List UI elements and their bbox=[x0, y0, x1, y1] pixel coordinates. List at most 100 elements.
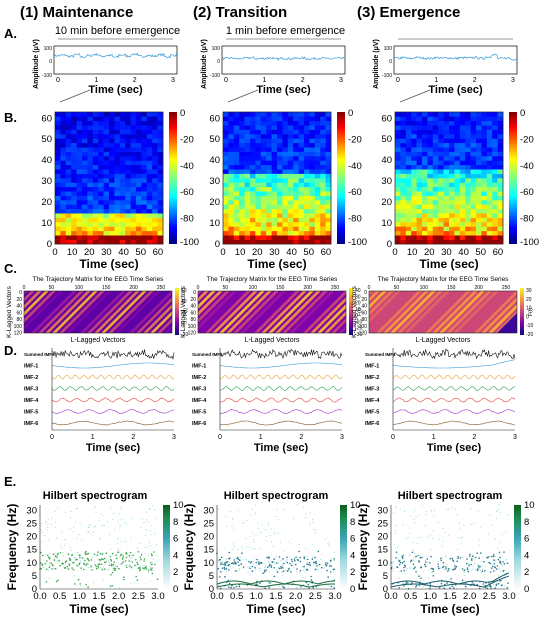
spectrogram-cell bbox=[405, 116, 412, 122]
spectrogram-cell bbox=[411, 138, 417, 144]
spectrogram-cell bbox=[486, 222, 493, 227]
hilbert-point bbox=[271, 541, 273, 543]
spectrogram-cell bbox=[146, 120, 153, 126]
e-xlabel-3: Time (sec) bbox=[420, 602, 479, 616]
hilbert-point bbox=[117, 520, 119, 522]
spectrogram-cell bbox=[476, 182, 482, 188]
spectrogram-cell bbox=[76, 112, 83, 117]
epoch-label-1: 10 min before emergence bbox=[55, 25, 180, 37]
spectrogram-cell bbox=[157, 200, 164, 205]
spectrogram-cell bbox=[395, 164, 401, 170]
spectrogram-cell bbox=[114, 164, 121, 170]
spectrogram-cell bbox=[141, 239, 148, 245]
spectrogram-cell bbox=[304, 147, 310, 152]
spectrogram-cell bbox=[114, 156, 121, 161]
spectrogram-cell bbox=[141, 204, 148, 210]
spectrogram-cell bbox=[244, 112, 251, 117]
spectrogram-cell bbox=[470, 138, 477, 144]
spectrogram-cell bbox=[443, 226, 450, 232]
spectrogram-cell bbox=[298, 169, 305, 174]
spectrogram-cell bbox=[82, 178, 88, 183]
spectrogram-cell bbox=[320, 116, 326, 122]
hilbert-point bbox=[299, 572, 301, 574]
spectrogram-cell bbox=[422, 186, 428, 192]
spectrogram-cell bbox=[223, 204, 229, 210]
hilbert-point bbox=[78, 534, 80, 536]
spectrogram-cell bbox=[416, 208, 423, 214]
spectrogram-cell bbox=[411, 182, 417, 188]
hilbert-point bbox=[469, 565, 471, 567]
hilbert-points-2 bbox=[216, 504, 336, 590]
spectrogram-cell bbox=[427, 186, 434, 192]
spectrogram-cell bbox=[223, 213, 229, 218]
hilbert-point bbox=[437, 563, 439, 565]
spectrogram-cell bbox=[233, 217, 240, 223]
spectrogram-cell bbox=[293, 173, 299, 179]
spectrogram-cell bbox=[465, 112, 471, 117]
spectrogram-cell bbox=[244, 151, 251, 157]
hilbert-point bbox=[316, 565, 318, 567]
spectrogram-cell bbox=[87, 217, 94, 223]
spectrogram-cell bbox=[233, 213, 240, 218]
spectrogram-cell bbox=[228, 116, 235, 122]
spectrogram-cell bbox=[465, 125, 471, 130]
spectrogram-cell bbox=[255, 142, 262, 148]
spectrogram-cell bbox=[260, 178, 267, 183]
hilbert-point bbox=[120, 507, 122, 509]
spectrogram-cell bbox=[320, 200, 326, 205]
hilbert-point bbox=[42, 559, 44, 561]
spectrogram-cell bbox=[422, 239, 428, 245]
spectrogram-cell bbox=[465, 156, 471, 161]
spectrogram-cell bbox=[314, 200, 321, 205]
spectrogram-cell bbox=[130, 235, 137, 240]
spectrogram-cell bbox=[422, 112, 428, 117]
spectrogram-cell bbox=[114, 151, 121, 157]
spectrogram-cell bbox=[282, 222, 289, 227]
spectrogram-cell bbox=[492, 200, 498, 205]
spectrogram-cell bbox=[92, 160, 99, 166]
spectrogram-cell bbox=[320, 226, 326, 232]
spectrogram-cell bbox=[55, 129, 61, 135]
spectrogram-cell bbox=[492, 178, 498, 183]
spectrogram-cell bbox=[260, 230, 267, 236]
hilbert-point bbox=[117, 537, 119, 539]
spectrogram-cell bbox=[277, 191, 283, 196]
hilbert-point bbox=[438, 521, 440, 523]
hilbert-point bbox=[459, 527, 462, 529]
spectrogram-cell bbox=[476, 195, 482, 201]
spectrogram-cell bbox=[130, 147, 137, 152]
hilbert-point bbox=[269, 563, 271, 565]
spectrogram-cell bbox=[411, 147, 417, 152]
eeg-trace-1 bbox=[53, 52, 178, 59]
spectrogram-cell bbox=[395, 226, 401, 232]
hilbert-point bbox=[225, 566, 227, 568]
hilbert-point bbox=[394, 532, 396, 534]
d-x-tick: 2 bbox=[472, 434, 476, 441]
spectrogram-cell bbox=[76, 169, 83, 174]
spectrogram-cell bbox=[497, 129, 504, 135]
hilbert-point bbox=[412, 568, 414, 570]
spectrogram-cell bbox=[459, 151, 466, 157]
spectrogram-cell bbox=[114, 147, 121, 152]
spectrogram-cell bbox=[432, 186, 439, 192]
d-series-label: IMF-1 bbox=[24, 364, 38, 370]
spectrogram-cell bbox=[92, 230, 99, 236]
spectrogram-cell bbox=[470, 239, 477, 245]
hilbert-point bbox=[140, 542, 142, 544]
spectrogram-cell bbox=[438, 182, 444, 188]
spectrogram-cell bbox=[103, 235, 110, 240]
spectrogram-cell bbox=[438, 217, 444, 223]
hilbert-point bbox=[258, 563, 261, 566]
spectrogram-cell bbox=[233, 112, 240, 117]
hilbert-point bbox=[299, 569, 302, 572]
hilbert-point bbox=[453, 561, 455, 563]
spectrogram-cell bbox=[325, 112, 332, 117]
spectrogram-cell bbox=[320, 147, 326, 152]
spectrogram-cell bbox=[427, 147, 434, 152]
c-colorbar-tick: -20 bbox=[526, 332, 533, 338]
spectrogram-cell bbox=[114, 169, 121, 174]
hilbert-point bbox=[220, 556, 223, 559]
hilbert-point bbox=[393, 567, 395, 569]
b-x-tick: 20 bbox=[252, 247, 263, 258]
spectrogram-cell bbox=[438, 147, 444, 152]
